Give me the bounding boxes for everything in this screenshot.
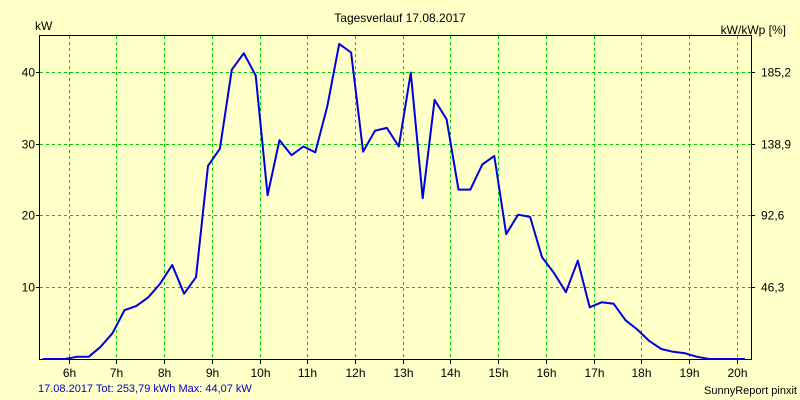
x-tick-label: 19h [679,366,699,380]
y-tick-label-left: 30 [22,138,36,152]
x-tick-label: 14h [440,366,460,380]
axis-ticks [36,72,755,364]
y-axis-label-left: kW [35,19,53,33]
y-tick-label-left: 40 [22,66,36,80]
y-tick-label-left: 20 [22,209,36,223]
x-tick-label: 10h [250,366,270,380]
x-tick-label: 7h [110,366,123,380]
x-tick-label: 17h [584,366,604,380]
y-tick-label-right: 92,6 [761,209,785,223]
footer-summary: 17.08.2017 Tot: 253,79 kWh Max: 44,07 kW [38,383,252,395]
x-tick-label: 11h [298,366,317,380]
plot-area-border [39,35,752,360]
y-tick-label-left: 10 [22,281,36,295]
x-tick-label: 20h [727,366,747,380]
y-tick-label-right: 46,3 [761,281,785,295]
x-tick-label: 8h [158,366,171,380]
y-axis-label-right: kW/kWp [%] [720,23,786,37]
series-line [42,42,745,360]
y-tick-label-right: 185,2 [761,66,791,80]
x-tick-label: 6h [63,366,76,380]
x-tick-label: 9h [206,366,219,380]
x-tick-label: 12h [345,366,365,380]
grid-lines [40,36,751,359]
tick-labels: 6h 7h 8h 9h 10h 11h 12h 13h 14h 15h 16h 17h 18h 19h 20… [22,66,792,381]
x-tick-label: 18h [631,366,651,380]
footer-brand: SunnyReport pinxit [704,385,797,397]
x-tick-label: 16h [536,366,556,380]
x-tick-label: 13h [393,366,413,380]
chart-title: Tagesverlauf 17.08.2017 [334,11,466,25]
y-tick-label-right: 138,9 [761,138,791,152]
x-tick-label: 15h [488,366,508,380]
